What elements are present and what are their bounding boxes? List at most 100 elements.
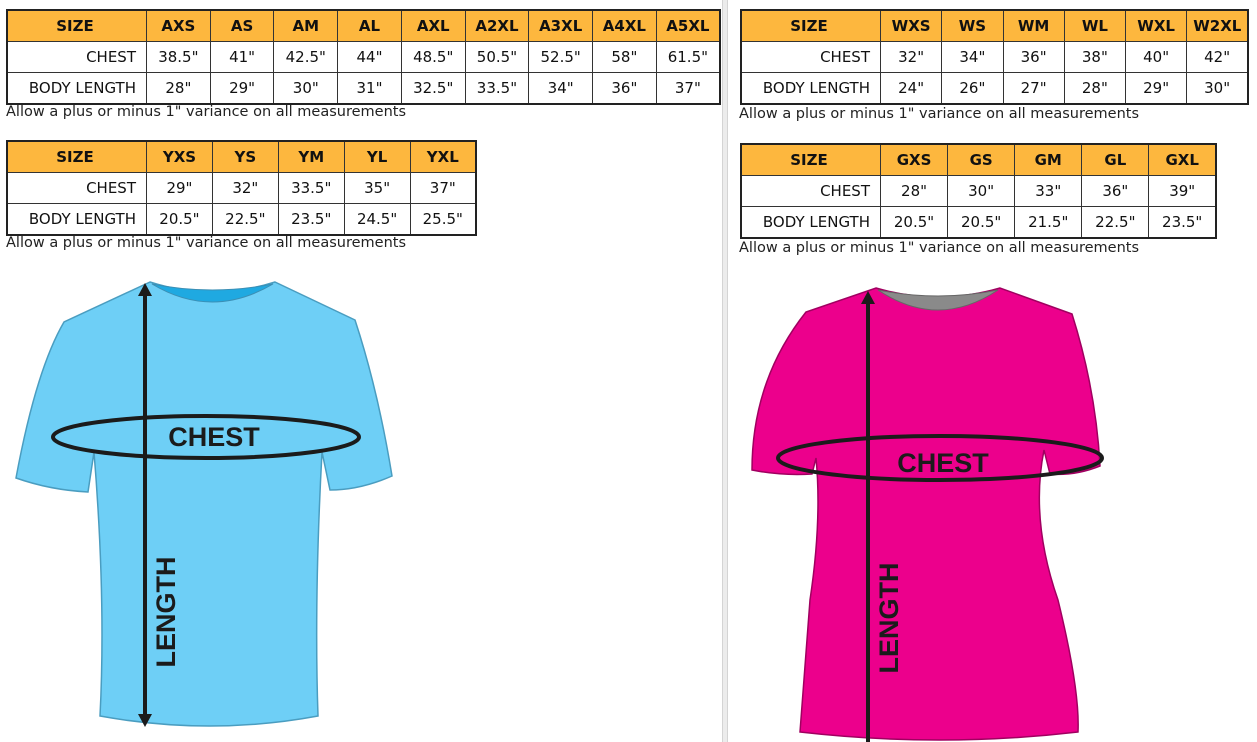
chest-value-cell: 42" (1186, 41, 1249, 73)
size-header-cell: A4XL (592, 9, 657, 42)
body-length-label: BODY LENGTH (740, 206, 881, 239)
chest-value-cell: 40" (1124, 41, 1188, 73)
size-header-cell: YXS (146, 140, 213, 173)
chest-value-cell: 61.5" (655, 41, 721, 73)
womens-shirt-shape (751, 287, 1101, 741)
size-header-cell: AXL (400, 9, 466, 42)
chest-value-cell: 33.5" (277, 172, 345, 204)
panel-divider (722, 0, 728, 742)
size-header-cell: GL (1081, 143, 1150, 176)
length-value-cell: 23.5" (1148, 206, 1217, 239)
length-value-cell: 27" (1002, 72, 1065, 105)
chest-label: CHEST (6, 172, 147, 204)
size-header-label: SIZE (740, 143, 881, 176)
size-header-cell: YM (277, 140, 345, 173)
unisex-youth-panel: SIZE AXS AS AM AL AXL A2XL A3XL A4XL A5XL CHEST 38.… (6, 9, 721, 727)
chest-label: CHEST (740, 175, 881, 207)
length-value-cell: 20.5" (879, 206, 949, 239)
chest-value-cell: 44" (337, 41, 402, 73)
chest-value-cell: 32" (879, 41, 943, 73)
womens-shirt-diagram: CHEST LENGTH (751, 287, 1104, 742)
size-header-cell: WXS (879, 9, 943, 42)
body-length-label: BODY LENGTH (6, 203, 147, 236)
variance-note: Allow a plus or minus 1" variance on all… (739, 240, 1140, 256)
chest-value-cell: 28" (879, 175, 949, 207)
length-value-cell: 30" (1186, 72, 1249, 105)
adult-size-table: SIZE AXS AS AM AL AXL A2XL A3XL A4XL A5XL CHEST 38.… (6, 9, 721, 105)
size-header-cell: W2XL (1186, 9, 1249, 42)
variance-note: Allow a plus or minus 1" variance on all… (6, 235, 407, 251)
size-header-cell: GM (1014, 143, 1083, 176)
size-header-cell: GXL (1148, 143, 1217, 176)
chest-arrow (51, 414, 361, 460)
variance-note: Allow a plus or minus 1" variance on all… (6, 104, 407, 120)
length-value-cell: 26" (941, 72, 1004, 105)
body-length-label: BODY LENGTH (740, 72, 881, 105)
chest-value-cell: 38.5" (146, 41, 211, 73)
chest-value-cell: 36" (1081, 175, 1150, 207)
womens-size-table: SIZE WXS WS WM WL WXL W2XL CHEST 32" 34" 36" 38" 40"… (740, 9, 1249, 105)
size-header-cell: AL (337, 9, 402, 42)
length-value-cell: 22.5" (1081, 206, 1150, 239)
body-length-row: BODY LENGTH 20.5" 22.5" 23.5" 24.5" 25.5" (6, 203, 477, 236)
chest-value-cell: 42.5" (273, 41, 339, 73)
size-header-cell: AXS (146, 9, 211, 42)
length-value-cell: 20.5" (146, 203, 213, 236)
size-header-label: SIZE (6, 9, 147, 42)
length-value-cell: 32.5" (400, 72, 466, 105)
length-value-cell: 21.5" (1014, 206, 1083, 239)
size-header-row: SIZE AXS AS AM AL AXL A2XL A3XL A4XL A5XL (6, 9, 721, 42)
length-value-cell: 34" (528, 72, 594, 105)
chest-value-cell: 38" (1063, 41, 1127, 73)
size-header-cell: A2XL (464, 9, 530, 42)
chest-row: CHEST 38.5" 41" 42.5" 44" 48.5" 50.5" 52.5" 58" 6… (6, 41, 721, 73)
chest-row: CHEST 28" 30" 33" 36" 39" (740, 175, 1217, 207)
chest-value-cell: 29" (146, 172, 213, 204)
length-value-cell: 24" (879, 72, 943, 105)
chest-value-cell: 37" (409, 172, 477, 204)
length-value-cell: 23.5" (277, 203, 345, 236)
length-value-cell: 28" (146, 72, 211, 105)
chest-value-cell: 35" (343, 172, 411, 204)
size-header-cell: WL (1063, 9, 1127, 42)
size-header-row: SIZE GXS GS GM GL GXL (740, 143, 1217, 176)
size-header-cell: WXL (1124, 9, 1188, 42)
chest-value-cell: 41" (209, 41, 275, 73)
chest-arrow (776, 434, 1104, 482)
length-value-cell: 29" (1124, 72, 1188, 105)
chest-label: CHEST (897, 448, 989, 478)
chest-value-cell: 32" (211, 172, 279, 204)
size-header-cell: WM (1002, 9, 1065, 42)
size-header-label: SIZE (6, 140, 147, 173)
chest-label: CHEST (6, 41, 147, 73)
length-value-cell: 22.5" (211, 203, 279, 236)
girls-size-table: SIZE GXS GS GM GL GXL CHEST 28" 30" 33" 36" 39" BODY… (740, 143, 1217, 239)
chest-value-cell: 58" (592, 41, 657, 73)
size-header-label: SIZE (740, 9, 881, 42)
womens-girls-panel: SIZE WXS WS WM WL WXL W2XL CHEST 32" 34" 36" 38" 40"… (728, 0, 1257, 742)
length-value-cell: 29" (209, 72, 275, 105)
unisex-shirt-shape (15, 281, 393, 727)
size-header-cell: YL (343, 140, 411, 173)
chest-row: CHEST 29" 32" 33.5" 35" 37" (6, 172, 477, 204)
chest-value-cell: 52.5" (528, 41, 594, 73)
chest-value-cell: 34" (941, 41, 1004, 73)
size-header-cell: AM (273, 9, 339, 42)
length-value-cell: 33.5" (464, 72, 530, 105)
length-label: LENGTH (874, 563, 904, 674)
size-header-cell: YS (211, 140, 279, 173)
length-value-cell: 30" (273, 72, 339, 105)
variance-note: Allow a plus or minus 1" variance on all… (739, 106, 1140, 122)
chest-value-cell: 39" (1148, 175, 1217, 207)
length-value-cell: 28" (1063, 72, 1127, 105)
size-header-row: SIZE YXS YS YM YL YXL (6, 140, 477, 173)
length-value-cell: 20.5" (947, 206, 1016, 239)
unisex-shirt-collar (151, 283, 274, 303)
chest-value-cell: 48.5" (400, 41, 466, 73)
body-length-row: BODY LENGTH 28" 29" 30" 31" 32.5" 33.5" 34" 36" 3… (6, 72, 721, 105)
size-header-cell: A5XL (655, 9, 721, 42)
length-value-cell: 25.5" (409, 203, 477, 236)
length-value-cell: 36" (592, 72, 657, 105)
chest-row: CHEST 32" 34" 36" 38" 40" 42" (740, 41, 1249, 73)
length-label: LENGTH (151, 557, 181, 668)
